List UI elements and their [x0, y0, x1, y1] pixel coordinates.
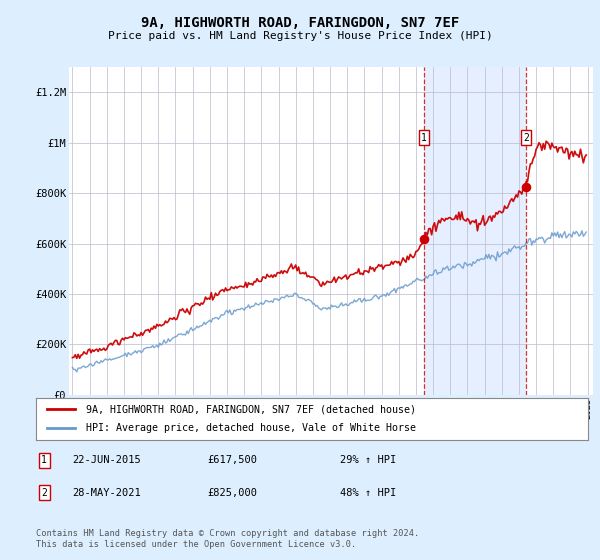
Text: £825,000: £825,000	[207, 488, 257, 498]
Bar	[424, 67, 526, 395]
Text: 1: 1	[421, 133, 427, 143]
Text: 9A, HIGHWORTH ROAD, FARINGDON, SN7 7EF (detached house): 9A, HIGHWORTH ROAD, FARINGDON, SN7 7EF (…	[86, 404, 416, 414]
Text: Contains HM Land Registry data © Crown copyright and database right 2024.
This d: Contains HM Land Registry data © Crown c…	[36, 529, 419, 549]
Text: 29% ↑ HPI: 29% ↑ HPI	[340, 455, 396, 465]
Text: 2: 2	[41, 488, 47, 498]
Text: 1: 1	[41, 455, 47, 465]
Text: 48% ↑ HPI: 48% ↑ HPI	[340, 488, 396, 498]
Point	[521, 183, 531, 192]
Text: 28-MAY-2021: 28-MAY-2021	[72, 488, 140, 498]
Text: Price paid vs. HM Land Registry's House Price Index (HPI): Price paid vs. HM Land Registry's House …	[107, 31, 493, 41]
Point	[419, 235, 429, 244]
Text: £617,500: £617,500	[207, 455, 257, 465]
Text: 22-JUN-2015: 22-JUN-2015	[72, 455, 140, 465]
Text: HPI: Average price, detached house, Vale of White Horse: HPI: Average price, detached house, Vale…	[86, 423, 416, 433]
Text: 2: 2	[523, 133, 529, 143]
Text: 9A, HIGHWORTH ROAD, FARINGDON, SN7 7EF: 9A, HIGHWORTH ROAD, FARINGDON, SN7 7EF	[141, 16, 459, 30]
